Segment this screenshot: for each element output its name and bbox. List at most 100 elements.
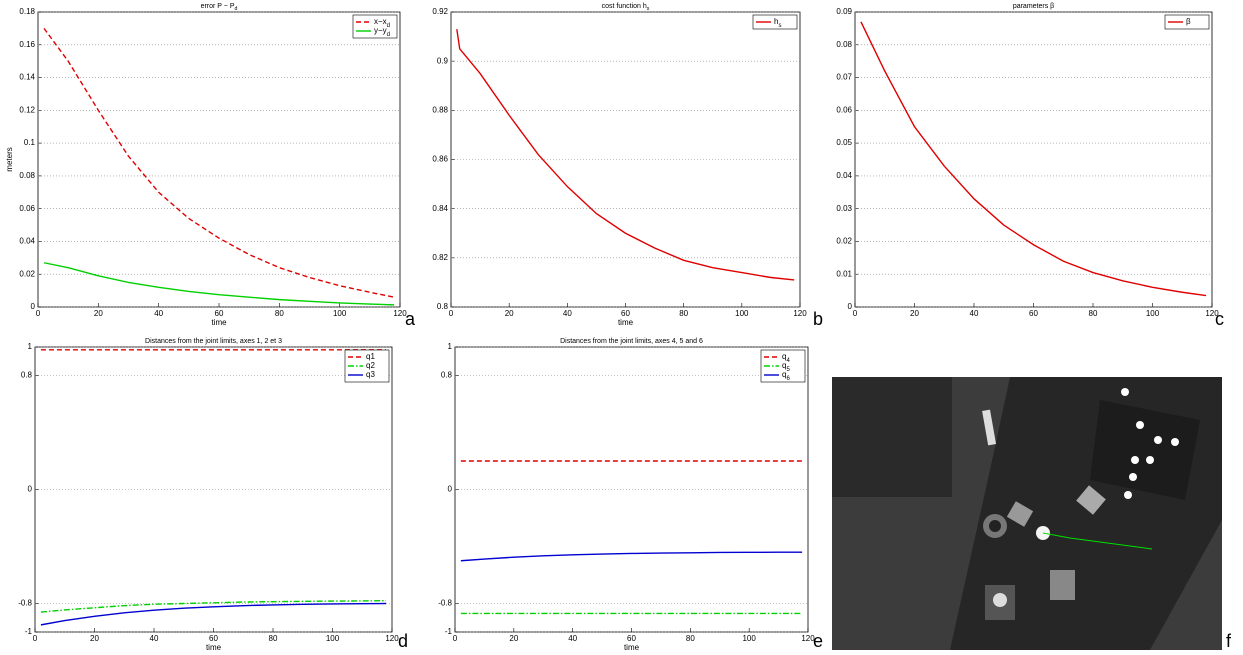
x-tick-label: 40 bbox=[563, 309, 572, 318]
y-tick-label: -1 bbox=[25, 627, 33, 636]
y-tick-label: 1 bbox=[28, 342, 33, 351]
y-tick-label: 0 bbox=[31, 302, 36, 311]
y-tick-label: 0.04 bbox=[836, 171, 852, 180]
x-tick-label: 20 bbox=[910, 309, 919, 318]
y-tick-label: 0.8 bbox=[21, 371, 33, 380]
panel-letter: a bbox=[405, 309, 416, 329]
x-tick-label: 20 bbox=[509, 634, 518, 643]
chart-title: Distances from the joint limits, axes 1,… bbox=[145, 338, 282, 345]
panel-letter: e bbox=[813, 631, 823, 651]
y-tick-label: 0.05 bbox=[836, 138, 852, 147]
y-tick-label: 1 bbox=[448, 342, 453, 351]
x-tick-label: 100 bbox=[1146, 309, 1160, 318]
x-tick-label: 100 bbox=[735, 309, 749, 318]
plot-area bbox=[37, 11, 401, 308]
x-tick-label: 60 bbox=[215, 309, 224, 318]
y-tick-label: 0.01 bbox=[836, 269, 852, 278]
y-tick-label: 0.16 bbox=[19, 40, 35, 49]
y-tick-label: 0.82 bbox=[432, 253, 448, 262]
x-tick-label: 120 bbox=[801, 634, 815, 643]
y-tick-label: 0.06 bbox=[836, 105, 852, 114]
x-tick-label: 100 bbox=[326, 634, 340, 643]
y-tick-label: 0.92 bbox=[432, 7, 448, 16]
x-tick-label: 80 bbox=[686, 634, 695, 643]
y-tick-label: 0.14 bbox=[19, 73, 35, 82]
y-tick-label: 0.08 bbox=[19, 171, 35, 180]
legend-label: y−yd bbox=[374, 26, 390, 37]
x-tick-label: 100 bbox=[333, 309, 347, 318]
x-tick-label: 80 bbox=[269, 634, 278, 643]
x-tick-label: 120 bbox=[793, 309, 807, 318]
x-tick-label: 60 bbox=[1029, 309, 1038, 318]
legend-label: x−xd bbox=[374, 17, 390, 28]
x-axis-label: time bbox=[206, 643, 222, 652]
legend-box bbox=[352, 14, 398, 39]
panel-letter: b bbox=[813, 309, 823, 329]
x-axis-label: time bbox=[624, 643, 640, 652]
legend-label: q1 bbox=[366, 352, 375, 361]
y-tick-label: 0 bbox=[28, 485, 33, 494]
x-tick-label: 0 bbox=[449, 309, 454, 318]
y-tick-label: 0.09 bbox=[836, 7, 852, 16]
legend-label: β bbox=[1186, 17, 1191, 26]
series-line bbox=[860, 21, 1207, 297]
series-line bbox=[43, 262, 394, 306]
x-axis-label: time bbox=[211, 318, 227, 327]
x-tick-label: 0 bbox=[36, 309, 41, 318]
x-tick-label: 120 bbox=[393, 309, 407, 318]
panel-letter: c bbox=[1215, 309, 1224, 329]
y-tick-label: 0.04 bbox=[19, 237, 35, 246]
x-tick-label: 80 bbox=[275, 309, 284, 318]
chart-title: cost function hs bbox=[602, 3, 650, 13]
chart-title: parameters β bbox=[1013, 3, 1054, 10]
x-tick-label: 120 bbox=[1205, 309, 1219, 318]
legend-label: q3 bbox=[366, 370, 375, 379]
y-tick-label: 0.02 bbox=[19, 269, 35, 278]
x-tick-label: 40 bbox=[568, 634, 577, 643]
series-line bbox=[40, 602, 387, 626]
x-tick-label: 0 bbox=[853, 309, 858, 318]
legend-label: q2 bbox=[366, 361, 375, 370]
y-tick-label: 0.18 bbox=[19, 7, 35, 16]
x-tick-label: 40 bbox=[150, 634, 159, 643]
legend-label: q4 bbox=[782, 352, 790, 363]
y-tick-label: 0.84 bbox=[432, 204, 448, 213]
x-tick-label: 40 bbox=[154, 309, 163, 318]
y-tick-label: 0.9 bbox=[437, 56, 449, 65]
y-tick-label: -0.8 bbox=[18, 599, 32, 608]
y-tick-label: 0.07 bbox=[836, 73, 852, 82]
chart-title: Distances from the joint limits, axes 4,… bbox=[560, 338, 703, 345]
y-tick-label: -1 bbox=[445, 627, 453, 636]
x-tick-label: 100 bbox=[742, 634, 756, 643]
y-tick-label: 0.02 bbox=[836, 237, 852, 246]
x-tick-label: 20 bbox=[94, 309, 103, 318]
scene-photo bbox=[832, 377, 1222, 650]
legend-box bbox=[1164, 14, 1210, 30]
y-axis-label: meters bbox=[5, 147, 14, 171]
x-tick-label: 0 bbox=[33, 634, 38, 643]
chart-title: error P − Pd bbox=[201, 3, 238, 13]
y-tick-label: 0.8 bbox=[441, 371, 453, 380]
y-tick-label: 0.88 bbox=[432, 105, 448, 114]
x-tick-label: 60 bbox=[209, 634, 218, 643]
y-tick-label: 0.1 bbox=[24, 138, 36, 147]
x-axis-label: time bbox=[618, 318, 634, 327]
y-tick-label: 0.12 bbox=[19, 105, 35, 114]
x-tick-label: 20 bbox=[505, 309, 514, 318]
x-tick-label: 40 bbox=[970, 309, 979, 318]
y-tick-label: 0 bbox=[448, 485, 453, 494]
series-line bbox=[43, 27, 395, 298]
legend-label: q6 bbox=[782, 370, 790, 381]
x-tick-label: 60 bbox=[621, 309, 630, 318]
panel-letter: f bbox=[1226, 631, 1232, 651]
x-tick-label: 20 bbox=[90, 634, 99, 643]
series-line bbox=[40, 599, 387, 613]
x-tick-label: 0 bbox=[453, 634, 458, 643]
x-tick-label: 60 bbox=[627, 634, 636, 643]
y-tick-label: 0.08 bbox=[836, 40, 852, 49]
legend-label: q5 bbox=[782, 361, 790, 372]
y-tick-label: 0.03 bbox=[836, 204, 852, 213]
legend-box bbox=[752, 14, 798, 30]
x-tick-label: 80 bbox=[679, 309, 688, 318]
